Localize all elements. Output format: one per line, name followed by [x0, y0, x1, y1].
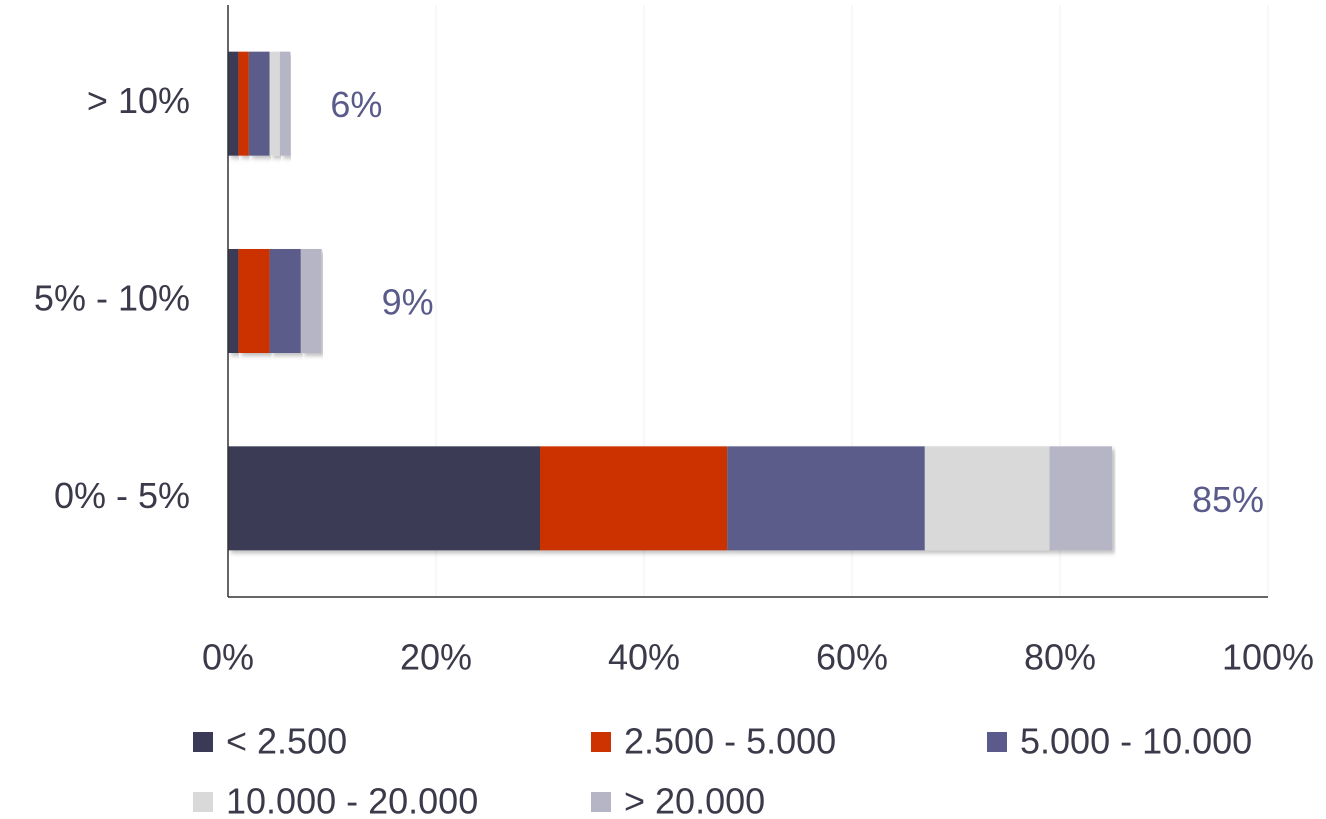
bar-segment	[540, 446, 728, 551]
bar-segment	[238, 51, 249, 156]
bar-segment	[269, 249, 301, 353]
bar-segment	[269, 51, 280, 156]
x-tick-label: 0%	[202, 637, 254, 678]
legend-swatch	[987, 732, 1007, 752]
y-tick-label: 0% - 5%	[54, 475, 190, 516]
x-tick-label: 20%	[400, 637, 472, 678]
bar-segment	[727, 446, 925, 551]
y-tick-label: 5% - 10%	[34, 278, 190, 319]
total-label: 9%	[382, 282, 434, 323]
bar-segment	[228, 446, 540, 551]
bar-segment	[228, 51, 239, 156]
legend-label: 10.000 - 20.000	[226, 781, 478, 819]
x-tick-label: 40%	[608, 637, 680, 678]
total-label: 85%	[1192, 479, 1264, 520]
bar-segment	[238, 249, 270, 353]
legend-label: 5.000 - 10.000	[1020, 721, 1252, 762]
bar-segment	[248, 51, 270, 156]
y-tick-label: > 10%	[87, 80, 190, 121]
bar-segment	[280, 51, 291, 156]
total-label: 6%	[330, 84, 382, 125]
legend-label: > 20.000	[624, 781, 765, 819]
bar-segment	[300, 249, 322, 353]
legend-swatch	[591, 792, 611, 812]
legend-label: < 2.500	[226, 721, 347, 762]
bar-segment	[1049, 446, 1112, 551]
legend-swatch	[193, 792, 213, 812]
legend-label: 2.500 - 5.000	[624, 721, 836, 762]
legend-swatch	[193, 732, 213, 752]
x-tick-label: 80%	[1024, 637, 1096, 678]
bar-segment	[924, 446, 1050, 551]
bar-segment	[228, 249, 239, 353]
x-tick-label: 100%	[1222, 637, 1314, 678]
legend-swatch	[591, 732, 611, 752]
x-tick-label: 60%	[816, 637, 888, 678]
